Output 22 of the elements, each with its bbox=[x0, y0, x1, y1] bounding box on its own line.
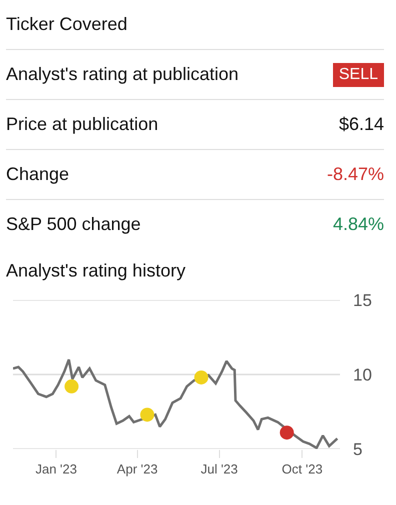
x-tick-label: Oct '23 bbox=[282, 462, 323, 477]
y-tick-label: 10 bbox=[353, 365, 372, 384]
x-tick-label: Apr '23 bbox=[116, 462, 158, 477]
text: Change bbox=[6, 164, 70, 185]
y-tick-label: 15 bbox=[353, 290, 372, 310]
text: Price at publication bbox=[6, 114, 158, 135]
text: S&P 500 change bbox=[6, 214, 141, 235]
text: 4.84% bbox=[332, 214, 384, 235]
point bbox=[280, 426, 294, 440]
text: Analyst's rating at publication bbox=[6, 64, 239, 85]
point bbox=[64, 379, 79, 394]
text: $6.14 bbox=[338, 114, 384, 135]
chart-title: Analyst's rating history bbox=[6, 260, 186, 280]
point bbox=[194, 370, 208, 384]
text: SELL bbox=[332, 62, 384, 86]
y-tick-label: 5 bbox=[353, 440, 362, 459]
text: -8.47% bbox=[326, 164, 384, 185]
text: Ticker Covered bbox=[6, 14, 128, 35]
x-tick-label: Jan '23 bbox=[35, 462, 77, 477]
x-tick-label: Jul '23 bbox=[200, 462, 238, 477]
line-series bbox=[13, 358, 339, 449]
point bbox=[140, 408, 154, 422]
